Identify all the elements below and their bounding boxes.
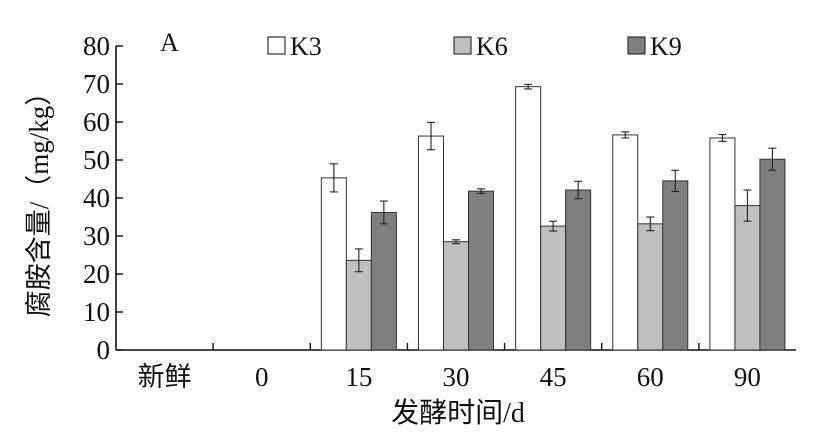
- x-tick-label: 60: [637, 362, 664, 392]
- bar-k9-45: [565, 189, 592, 351]
- error-bar: [354, 248, 363, 273]
- error-bar: [743, 189, 752, 222]
- x-tick-label: 新鲜: [138, 362, 192, 392]
- error-bar: [427, 121, 435, 151]
- bar-k9-30: [468, 190, 494, 351]
- legend: K3 K6 K9: [267, 32, 682, 61]
- error-bar: [621, 131, 630, 139]
- x-ticks: 新鲜 0 15 30 45 60 90: [138, 343, 761, 392]
- error-bar: [524, 83, 533, 90]
- error-bar: [452, 239, 460, 245]
- bar-k3-90: [709, 137, 736, 351]
- legend-swatch: [453, 36, 472, 55]
- bar-k3-45: [515, 86, 542, 351]
- error-bar: [574, 180, 583, 200]
- bar-k6-45: [540, 225, 567, 351]
- y-tick-label: 30: [83, 221, 110, 251]
- error-bar: [329, 163, 338, 193]
- legend-label: K9: [650, 32, 682, 61]
- x-tick-label: 15: [345, 362, 372, 392]
- error-bar: [768, 147, 777, 171]
- error-bar: [671, 169, 680, 193]
- panel-label: A: [160, 28, 179, 57]
- legend-swatch: [267, 36, 286, 55]
- y-axis-label: 腐胺含量/（mg/kg）: [24, 79, 54, 318]
- legend-swatch: [627, 36, 646, 55]
- bar-k3-60: [612, 134, 639, 351]
- legend-label: K3: [290, 32, 322, 61]
- legend-label: K6: [476, 32, 508, 61]
- y-ticks: 0 10 20 30 40 50 60 70 80: [83, 31, 123, 365]
- y-tick-label: 0: [97, 335, 111, 365]
- bar-k9-60: [662, 180, 689, 351]
- x-tick-label: 30: [443, 362, 470, 392]
- bars: [320, 86, 786, 351]
- y-tick-label: 20: [83, 259, 110, 289]
- bar-k9-15: [370, 211, 397, 351]
- error-bar: [718, 133, 727, 142]
- error-bars: [329, 83, 777, 273]
- error-bar: [549, 220, 558, 232]
- bar-k6-15: [345, 259, 372, 351]
- legend-item-k9: K9: [627, 32, 682, 61]
- y-tick-label: 80: [83, 31, 110, 61]
- bar-k3-30: [418, 135, 444, 351]
- y-tick-label: 10: [83, 297, 110, 327]
- bar-k6-90: [734, 205, 761, 351]
- bar-k9-90: [759, 158, 786, 351]
- bar-k6-60: [637, 223, 664, 351]
- bar-k3-15: [320, 177, 347, 351]
- legend-item-k3: K3: [267, 32, 322, 61]
- y-tick-label: 50: [83, 145, 110, 175]
- y-tick-label: 40: [83, 183, 110, 213]
- x-axis-label: 发酵时间/d: [391, 397, 525, 429]
- x-tick-label: 0: [255, 362, 269, 392]
- y-tick-label: 70: [83, 69, 110, 99]
- legend-item-k6: K6: [453, 32, 508, 61]
- bar-k6-30: [443, 241, 469, 351]
- x-tick-label: 90: [734, 362, 761, 392]
- error-bar: [646, 216, 655, 232]
- x-tick-label: 45: [540, 362, 567, 392]
- y-tick-label: 60: [83, 107, 110, 137]
- error-bar: [379, 200, 388, 225]
- error-bar: [477, 188, 485, 194]
